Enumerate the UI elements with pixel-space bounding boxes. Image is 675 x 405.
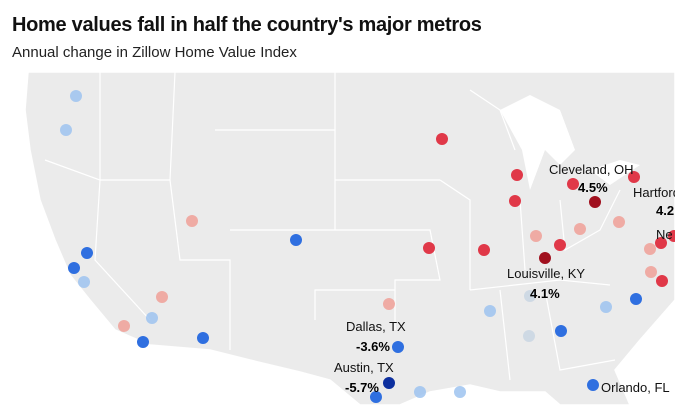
metro-dot[interactable] (524, 290, 536, 302)
metro-dot[interactable] (70, 90, 82, 102)
metro-dot[interactable] (423, 242, 435, 254)
metro-dots (60, 90, 675, 403)
metro-dot[interactable] (589, 196, 601, 208)
state-borders (44, 71, 621, 381)
label-austin: Austin, TX (334, 360, 394, 375)
chart-subtitle: Annual change in Zillow Home Value Index (12, 44, 297, 61)
metro-dot[interactable] (478, 244, 490, 256)
metro-dot[interactable] (600, 301, 612, 313)
metro-dot[interactable] (290, 234, 302, 246)
metro-dot[interactable] (146, 312, 158, 324)
metro-dot[interactable] (370, 391, 382, 403)
label-hartford: Hartford (633, 185, 675, 200)
map-labels: Cleveland, OH 4.5% Hartford 4.2 Ne Louis… (334, 162, 675, 395)
metro-dot[interactable] (78, 276, 90, 288)
metro-dot[interactable] (630, 293, 642, 305)
metro-dot[interactable] (454, 386, 466, 398)
value-dallas: -3.6% (356, 339, 390, 354)
metro-dot[interactable] (509, 195, 521, 207)
metro-dot[interactable] (60, 124, 72, 136)
metro-dot[interactable] (587, 379, 599, 391)
metro-dot[interactable] (137, 336, 149, 348)
metro-dot[interactable] (383, 298, 395, 310)
great-lakes (500, 95, 640, 190)
label-orlando: Orlando, FL (601, 380, 670, 395)
metro-dot[interactable] (81, 247, 93, 259)
label-cleveland: Cleveland, OH (549, 162, 634, 177)
metro-dot[interactable] (539, 252, 551, 264)
metro-dot[interactable] (656, 275, 668, 287)
metro-dot[interactable] (668, 230, 675, 242)
metro-dot[interactable] (484, 305, 496, 317)
metro-dot[interactable] (555, 325, 567, 337)
label-louisville: Louisville, KY (507, 266, 585, 281)
value-hartford: 4.2 (656, 203, 674, 218)
metro-dot[interactable] (523, 330, 535, 342)
metro-dot[interactable] (511, 169, 523, 181)
metro-dot[interactable] (613, 216, 625, 228)
metro-dot[interactable] (68, 262, 80, 274)
metro-dot[interactable] (530, 230, 542, 242)
metro-dot[interactable] (645, 266, 657, 278)
metro-dot[interactable] (644, 243, 656, 255)
us-land (24, 71, 675, 405)
metro-dot[interactable] (186, 215, 198, 227)
metro-dot[interactable] (197, 332, 209, 344)
value-cleveland: 4.5% (578, 180, 608, 195)
metro-dot[interactable] (567, 178, 579, 190)
metro-dot[interactable] (554, 239, 566, 251)
chart-title: Home values fall in half the country's m… (12, 14, 482, 36)
metro-dot[interactable] (574, 223, 586, 235)
metro-dot[interactable] (392, 341, 404, 353)
metro-dot[interactable] (383, 377, 395, 389)
value-louisville: 4.1% (530, 286, 560, 301)
label-dallas: Dallas, TX (346, 319, 406, 334)
value-austin: -5.7% (345, 380, 379, 395)
metro-dot[interactable] (628, 171, 640, 183)
metro-dot[interactable] (436, 133, 448, 145)
metro-dot[interactable] (118, 320, 130, 332)
metro-dot[interactable] (655, 237, 667, 249)
label-ne: Ne (656, 227, 673, 242)
metro-dot[interactable] (156, 291, 168, 303)
metro-dot[interactable] (414, 386, 426, 398)
